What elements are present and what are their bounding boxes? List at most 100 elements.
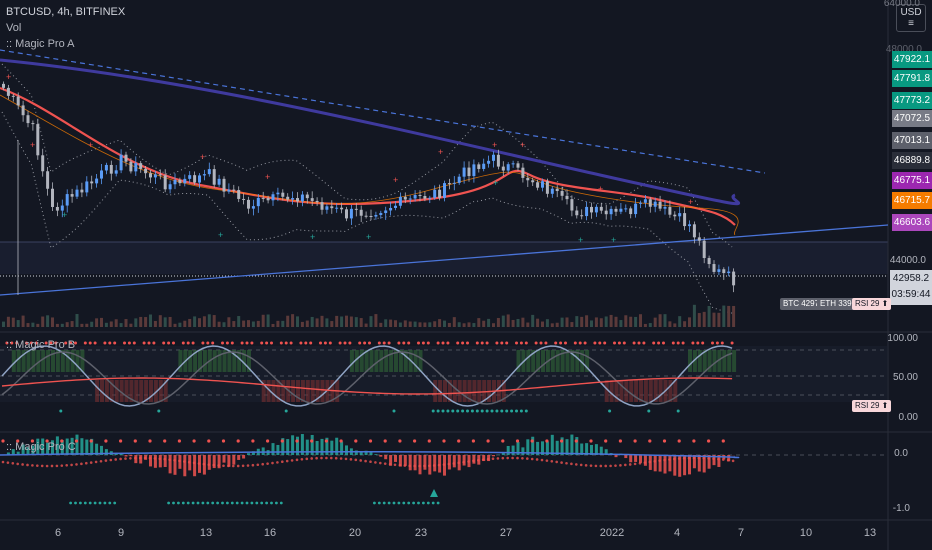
trend-dot <box>207 463 211 466</box>
candle-body <box>271 194 275 201</box>
signal-dot <box>387 341 391 345</box>
trend-dot <box>643 461 647 464</box>
signal-dot <box>544 341 548 345</box>
volume-bar <box>634 316 638 327</box>
magic-pro-a-label[interactable]: :: Magic Pro A <box>6 38 75 50</box>
volume-bar <box>41 316 45 327</box>
volume-bar <box>359 318 363 327</box>
histogram-bar <box>418 455 422 475</box>
signal-dot <box>319 341 322 345</box>
histogram-bar <box>389 455 393 466</box>
volume-bar <box>462 323 466 327</box>
signal-dot <box>88 341 92 345</box>
trend-dot <box>624 463 627 467</box>
volume-bar <box>707 306 711 327</box>
pane-b-bar <box>276 380 281 402</box>
signal-dot <box>412 501 415 505</box>
signal-dot <box>715 341 719 345</box>
signal-dot <box>103 341 107 345</box>
pane-b-bar <box>648 380 653 402</box>
signal-dot <box>211 501 215 505</box>
histogram-bar <box>70 437 74 455</box>
pane-b-bar <box>452 380 457 402</box>
pane-b-bar <box>212 350 217 372</box>
volume-bar <box>134 318 138 327</box>
signal-dot <box>15 341 19 345</box>
histogram-bar <box>359 451 363 455</box>
signal-dot <box>574 439 578 443</box>
pane-b-bar <box>717 350 722 372</box>
signal-dot <box>260 341 264 345</box>
pane-b-bar <box>394 350 398 372</box>
pane-b-bar <box>134 380 139 402</box>
trend-dot <box>320 456 323 460</box>
signal-dot <box>323 341 327 345</box>
signal-dot <box>201 501 205 505</box>
trend-dot <box>712 457 715 461</box>
histogram-bar <box>639 455 642 463</box>
trend-dot <box>89 461 93 464</box>
magic-pro-b-label[interactable]: :: Magic Pro B <box>6 339 76 351</box>
volume-bar <box>526 322 530 327</box>
lower-band <box>1 111 733 314</box>
sell-marker: + <box>492 140 497 150</box>
candle-body <box>550 188 554 194</box>
signal-dot <box>108 341 112 345</box>
trend-dot <box>285 459 289 463</box>
signal-dot <box>69 341 73 345</box>
signal-dot <box>451 409 455 413</box>
pane-b-bar <box>100 380 104 402</box>
time-label: 20 <box>348 527 362 539</box>
trend-dot <box>599 464 603 468</box>
histogram-bar <box>183 455 187 477</box>
sell-marker: + <box>520 140 525 150</box>
signal-dot <box>250 341 254 345</box>
volume-bar <box>354 317 358 327</box>
signal-dot <box>1 439 5 443</box>
signal-dot <box>377 501 381 505</box>
candle-body <box>217 178 221 185</box>
buy-marker: + <box>493 178 498 188</box>
trend-dot <box>222 464 225 468</box>
trend-dot <box>281 460 284 463</box>
trend-dot <box>109 458 113 462</box>
currency-button[interactable]: USD ≡ <box>896 4 926 32</box>
candle-body <box>394 205 397 208</box>
trend-dot <box>300 457 304 461</box>
trend-dot <box>589 464 593 467</box>
volume-bar <box>247 320 250 327</box>
candle-body <box>585 206 589 217</box>
candle-body <box>403 196 407 200</box>
signal-dot <box>442 439 446 443</box>
candle-body <box>237 190 241 199</box>
trend-dot <box>212 463 215 467</box>
histogram-bar <box>462 455 466 466</box>
symbol-title[interactable]: BTCUSD, 4h, BITFINEX <box>6 6 126 18</box>
candle-body <box>104 164 108 171</box>
magic-pro-c-label[interactable]: :: Magic Pro C <box>6 441 76 453</box>
candle-body <box>60 205 64 211</box>
volume-bar <box>496 317 500 327</box>
candle-body <box>732 271 736 286</box>
volume-bar <box>242 320 246 327</box>
candle-body <box>36 124 40 156</box>
histogram-bar <box>237 455 241 460</box>
trend-dot <box>85 461 88 465</box>
signal-dot <box>44 341 48 345</box>
price-tag: 47072.5 <box>892 110 932 127</box>
signal-dot <box>181 341 185 345</box>
pane-b-bar <box>555 350 560 372</box>
volume-bar <box>330 321 334 327</box>
candle-body <box>604 210 608 215</box>
volume-bar <box>575 316 579 327</box>
volume-bar <box>222 322 226 327</box>
volume-indicator-label[interactable]: Vol <box>6 22 22 34</box>
volume-bar <box>16 320 20 327</box>
signal-dot <box>79 501 82 505</box>
pane-b-bar <box>653 380 658 402</box>
histogram-bar <box>41 438 45 455</box>
trend-dot <box>579 463 583 467</box>
signal-dot <box>466 409 469 413</box>
candle-body <box>149 173 152 178</box>
